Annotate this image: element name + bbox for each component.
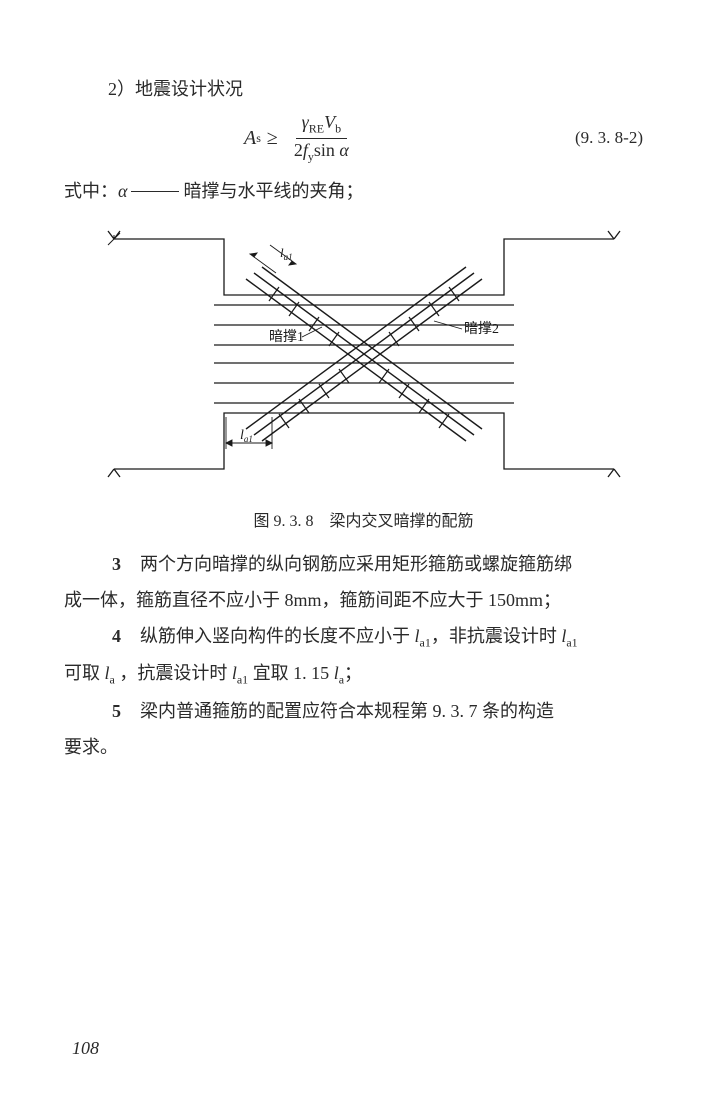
var1-sub: a1 <box>420 636 431 650</box>
p4l2-a: 可取 <box>64 663 105 683</box>
para-5-line2: 要求。 <box>64 730 663 764</box>
dash-icon <box>131 191 179 192</box>
where-prefix: 式中： <box>64 181 118 201</box>
alpha: α <box>339 140 348 160</box>
para-3-num: 3 <box>112 547 140 581</box>
p4l2-d: ； <box>344 663 362 683</box>
formula-row: As ≥ γREVb 2fysin α (9. 3. 8-2) <box>64 112 663 164</box>
para-4-text-a: 纵筋伸入竖向构件的长度不应小于 <box>140 626 415 646</box>
p4l2-b: ，抗震设计时 <box>115 663 232 683</box>
lhs-sub: s <box>256 131 261 146</box>
lhs-var: A <box>244 127 256 150</box>
V-sub: b <box>335 122 341 136</box>
V: V <box>324 112 335 132</box>
fraction: γREVb 2fysin α <box>288 112 355 164</box>
para-4-line1: 4纵筋伸入竖向构件的长度不应小于 la1，非抗震设计时 la1 <box>64 619 663 654</box>
two: 2 <box>294 140 303 160</box>
para-5-line1: 5梁内普通箍筋的配置应符合本规程第 9. 3. 7 条的构造 <box>64 694 663 728</box>
para-3-line1: 3两个方向暗撑的纵向钢筋应采用矩形箍筋或螺旋箍筋绑 <box>64 547 663 581</box>
figure-caption: 图 9. 3. 8 梁内交叉暗撑的配筋 <box>64 507 663 531</box>
para-4-line2: 可取 la ，抗震设计时 la1 宜取 1. 15 la； <box>64 656 663 691</box>
dim-label-top: la1 <box>280 245 293 262</box>
para-5-text-b: 要求。 <box>64 737 118 757</box>
diagram-svg: la1 la1 暗撑1 暗撑2 <box>104 217 624 497</box>
page-number: 108 <box>72 1038 99 1059</box>
para-3-text-a: 两个方向暗撑的纵向钢筋应采用矩形箍筋或螺旋箍筋绑 <box>140 554 572 574</box>
para-3-text-b: 成一体，箍筋直径不应小于 8mm，箍筋间距不应大于 150mm； <box>64 590 561 610</box>
var4-sub: a1 <box>237 673 248 687</box>
dim-label-bottom: la1 <box>240 428 253 444</box>
denominator: 2fysin α <box>288 139 355 165</box>
where-desc: 暗撑与水平线的夹角； <box>183 181 363 201</box>
equation-number: (9. 3. 8-2) <box>575 128 643 148</box>
numerator: γREVb <box>296 112 347 139</box>
brace1-label: 暗撑1 <box>269 329 304 345</box>
relation: ≥ <box>267 127 278 150</box>
heading-text: 2）地震设计状况 <box>108 79 243 99</box>
para-5-text-a: 梁内普通箍筋的配置应符合本规程第 9. 3. 7 条的构造 <box>140 701 554 721</box>
where-line: 式中：α 暗撑与水平线的夹角； <box>64 174 663 208</box>
var2-sub: a1 <box>566 636 577 650</box>
where-symbol: α <box>118 181 127 201</box>
formula: As ≥ γREVb 2fysin α <box>244 112 359 164</box>
gamma: γ <box>302 112 309 132</box>
para-4-text-b: ，非抗震设计时 <box>431 626 562 646</box>
section-heading: 2）地震设计状况 <box>64 72 663 106</box>
sin: sin <box>314 140 335 160</box>
para-5-num: 5 <box>112 694 140 728</box>
gamma-sub: RE <box>309 122 324 136</box>
brace2-label: 暗撑2 <box>464 321 499 337</box>
p4l2-c: 宜取 1. 15 <box>248 663 334 683</box>
para-3-line2: 成一体，箍筋直径不应小于 8mm，箍筋间距不应大于 150mm； <box>64 583 663 617</box>
para-4-num: 4 <box>112 619 140 653</box>
figure: la1 la1 暗撑1 暗撑2 <box>64 217 663 497</box>
